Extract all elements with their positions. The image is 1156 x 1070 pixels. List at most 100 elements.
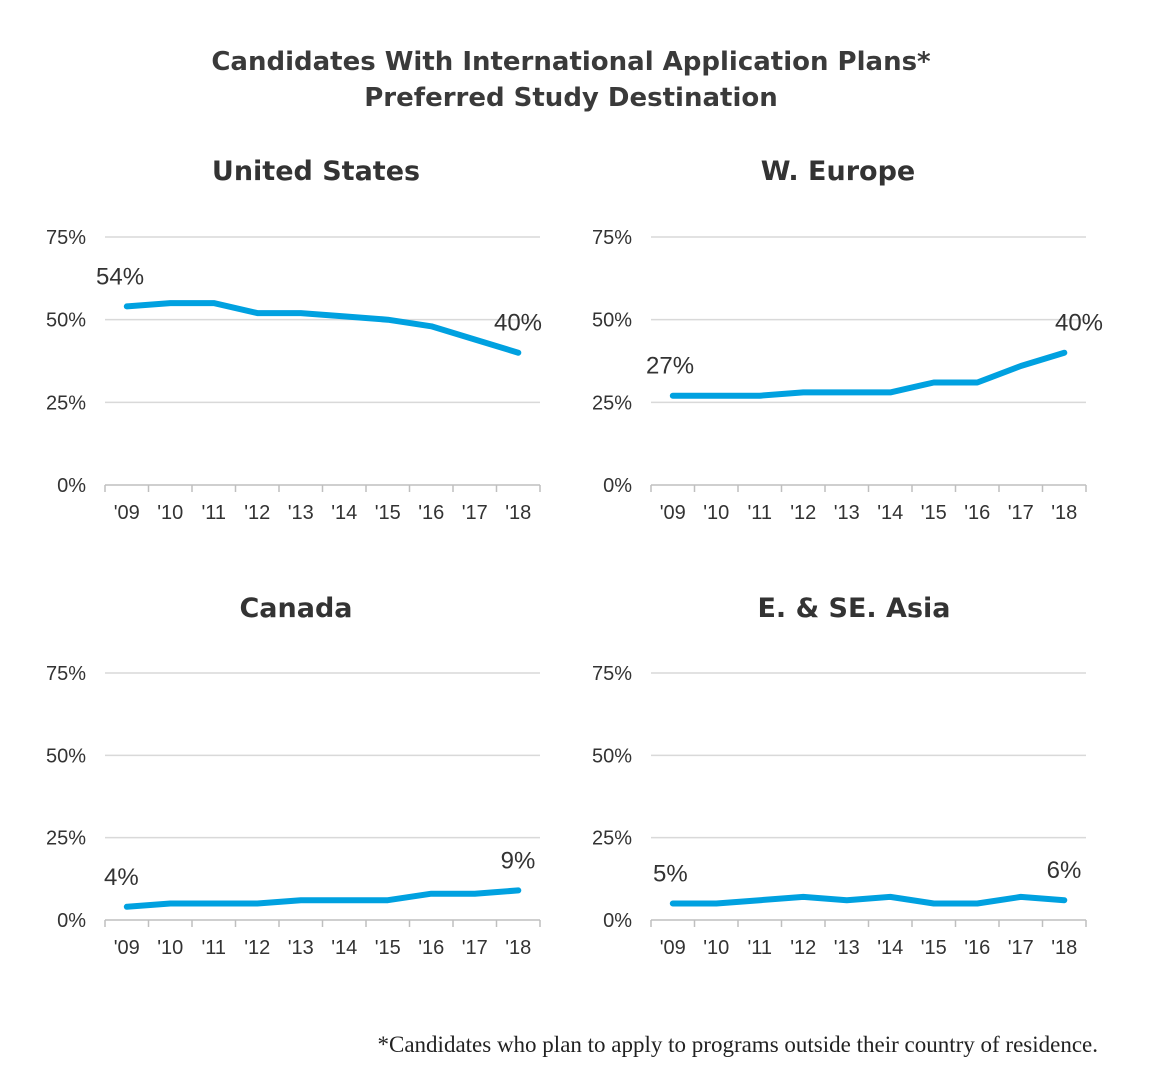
- data-point: [757, 393, 763, 399]
- y-tick-label: 50%: [592, 310, 632, 332]
- x-tick-label: '12: [244, 502, 270, 524]
- x-tick-label: '16: [964, 502, 990, 524]
- data-label-first: 4%: [104, 864, 139, 891]
- x-tick-label: '18: [1051, 502, 1077, 524]
- charts-area: United States 0% 25% 50% 75% '09 '10 '11 '12 '13 '…: [46, 156, 1103, 959]
- data-point: [713, 901, 719, 907]
- x-tick-label: '17: [462, 502, 488, 524]
- data-point: [670, 901, 676, 907]
- x-tick-label: '11: [747, 937, 772, 959]
- panel-w-europe: W. Europe 0% 25% 50% 75% '09 '10 '11 '12 '13 '14 '1…: [592, 156, 1103, 524]
- x-tick-label: '15: [921, 937, 947, 959]
- data-point: [254, 310, 260, 316]
- y-tick-label: 75%: [592, 663, 632, 685]
- x-tick-label: '12: [244, 937, 270, 959]
- x-tick-label: '09: [114, 937, 140, 959]
- data-point: [167, 901, 173, 907]
- data-point: [211, 300, 217, 306]
- data-point: [124, 303, 130, 309]
- x-tick-label: '16: [418, 502, 444, 524]
- x-tick-label: '12: [790, 502, 816, 524]
- data-point: [124, 904, 130, 910]
- data-point: [887, 894, 893, 900]
- y-tick-label: 0%: [603, 475, 632, 497]
- x-tick-label: '14: [877, 937, 903, 959]
- data-point: [515, 887, 521, 893]
- data-point: [844, 389, 850, 395]
- data-point: [428, 323, 434, 329]
- data-point: [472, 337, 478, 343]
- panel-title: E. & SE. Asia: [757, 593, 950, 624]
- x-tick-label: '17: [1008, 502, 1034, 524]
- data-point: [800, 389, 806, 395]
- x-tick-label: '12: [790, 937, 816, 959]
- x-tick-label: '18: [505, 502, 531, 524]
- x-tick-label: '14: [331, 502, 357, 524]
- x-tick-label: '13: [834, 502, 860, 524]
- x-tick-label: '13: [834, 937, 860, 959]
- x-tick-label: '18: [1051, 937, 1077, 959]
- y-tick-label: 0%: [603, 910, 632, 932]
- x-tick-label: '17: [462, 937, 488, 959]
- series-line: [669, 349, 1068, 399]
- x-tick-label: '14: [877, 502, 903, 524]
- x-tick-label: '15: [375, 502, 401, 524]
- x-tick-label: '14: [331, 937, 357, 959]
- data-point: [1061, 350, 1067, 356]
- y-tick-label: 0%: [57, 475, 86, 497]
- data-point: [670, 393, 676, 399]
- y-tick-label: 75%: [46, 663, 86, 685]
- data-point: [385, 317, 391, 323]
- data-point: [800, 894, 806, 900]
- series-line: [669, 893, 1068, 907]
- chart-title-line-1: Candidates With International Applicatio…: [211, 47, 931, 77]
- data-point: [298, 310, 304, 316]
- x-tick-label: '10: [157, 502, 183, 524]
- data-point: [931, 901, 937, 907]
- x-tick-label: '17: [1008, 937, 1034, 959]
- y-tick-label: 25%: [592, 392, 632, 414]
- panel-e-se-asia: E. & SE. Asia 0% 25% 50% 75% '09 '10 '11 '12 '13 '…: [592, 593, 1087, 959]
- x-tick-label: '11: [201, 502, 226, 524]
- y-tick-label: 25%: [46, 828, 86, 850]
- data-point: [844, 897, 850, 903]
- data-point: [341, 313, 347, 319]
- y-tick-label: 50%: [46, 310, 86, 332]
- x-tick-label: '15: [375, 937, 401, 959]
- data-label-last: 6%: [1047, 857, 1082, 884]
- x-tick-label: '15: [921, 502, 947, 524]
- data-point: [167, 300, 173, 306]
- x-tick-label: '10: [703, 502, 729, 524]
- y-tick-label: 75%: [46, 227, 86, 249]
- data-point: [1061, 897, 1067, 903]
- data-point: [1018, 363, 1024, 369]
- series-line: [123, 887, 522, 910]
- x-tick-label: '13: [288, 937, 314, 959]
- data-point: [385, 897, 391, 903]
- x-tick-label: '16: [418, 937, 444, 959]
- data-label-last: 40%: [494, 310, 542, 337]
- data-label-last: 40%: [1055, 310, 1103, 337]
- data-point: [254, 901, 260, 907]
- data-point: [974, 379, 980, 385]
- x-tick-label: '18: [505, 937, 531, 959]
- data-point: [887, 389, 893, 395]
- chart-title-line-2: Preferred Study Destination: [364, 83, 778, 113]
- x-tick-label: '10: [157, 937, 183, 959]
- data-point: [757, 897, 763, 903]
- y-tick-label: 25%: [592, 828, 632, 850]
- y-tick-label: 50%: [592, 745, 632, 767]
- data-label-first: 54%: [96, 263, 144, 290]
- data-label-first: 5%: [653, 861, 688, 888]
- chart-title: Candidates With International Applicatio…: [0, 44, 1142, 116]
- x-tick-label: '10: [703, 937, 729, 959]
- x-tick-label: '09: [660, 937, 686, 959]
- series-line: [123, 300, 522, 356]
- y-tick-label: 25%: [46, 392, 86, 414]
- data-label-last: 9%: [501, 847, 536, 874]
- x-tick-label: '13: [288, 502, 314, 524]
- data-point: [211, 901, 217, 907]
- panel-united-states: United States 0% 25% 50% 75% '09 '10 '11 '12 '13 '…: [46, 156, 542, 524]
- footnote: *Candidates who plan to apply to program…: [377, 1032, 1099, 1057]
- panel-title: W. Europe: [761, 156, 915, 187]
